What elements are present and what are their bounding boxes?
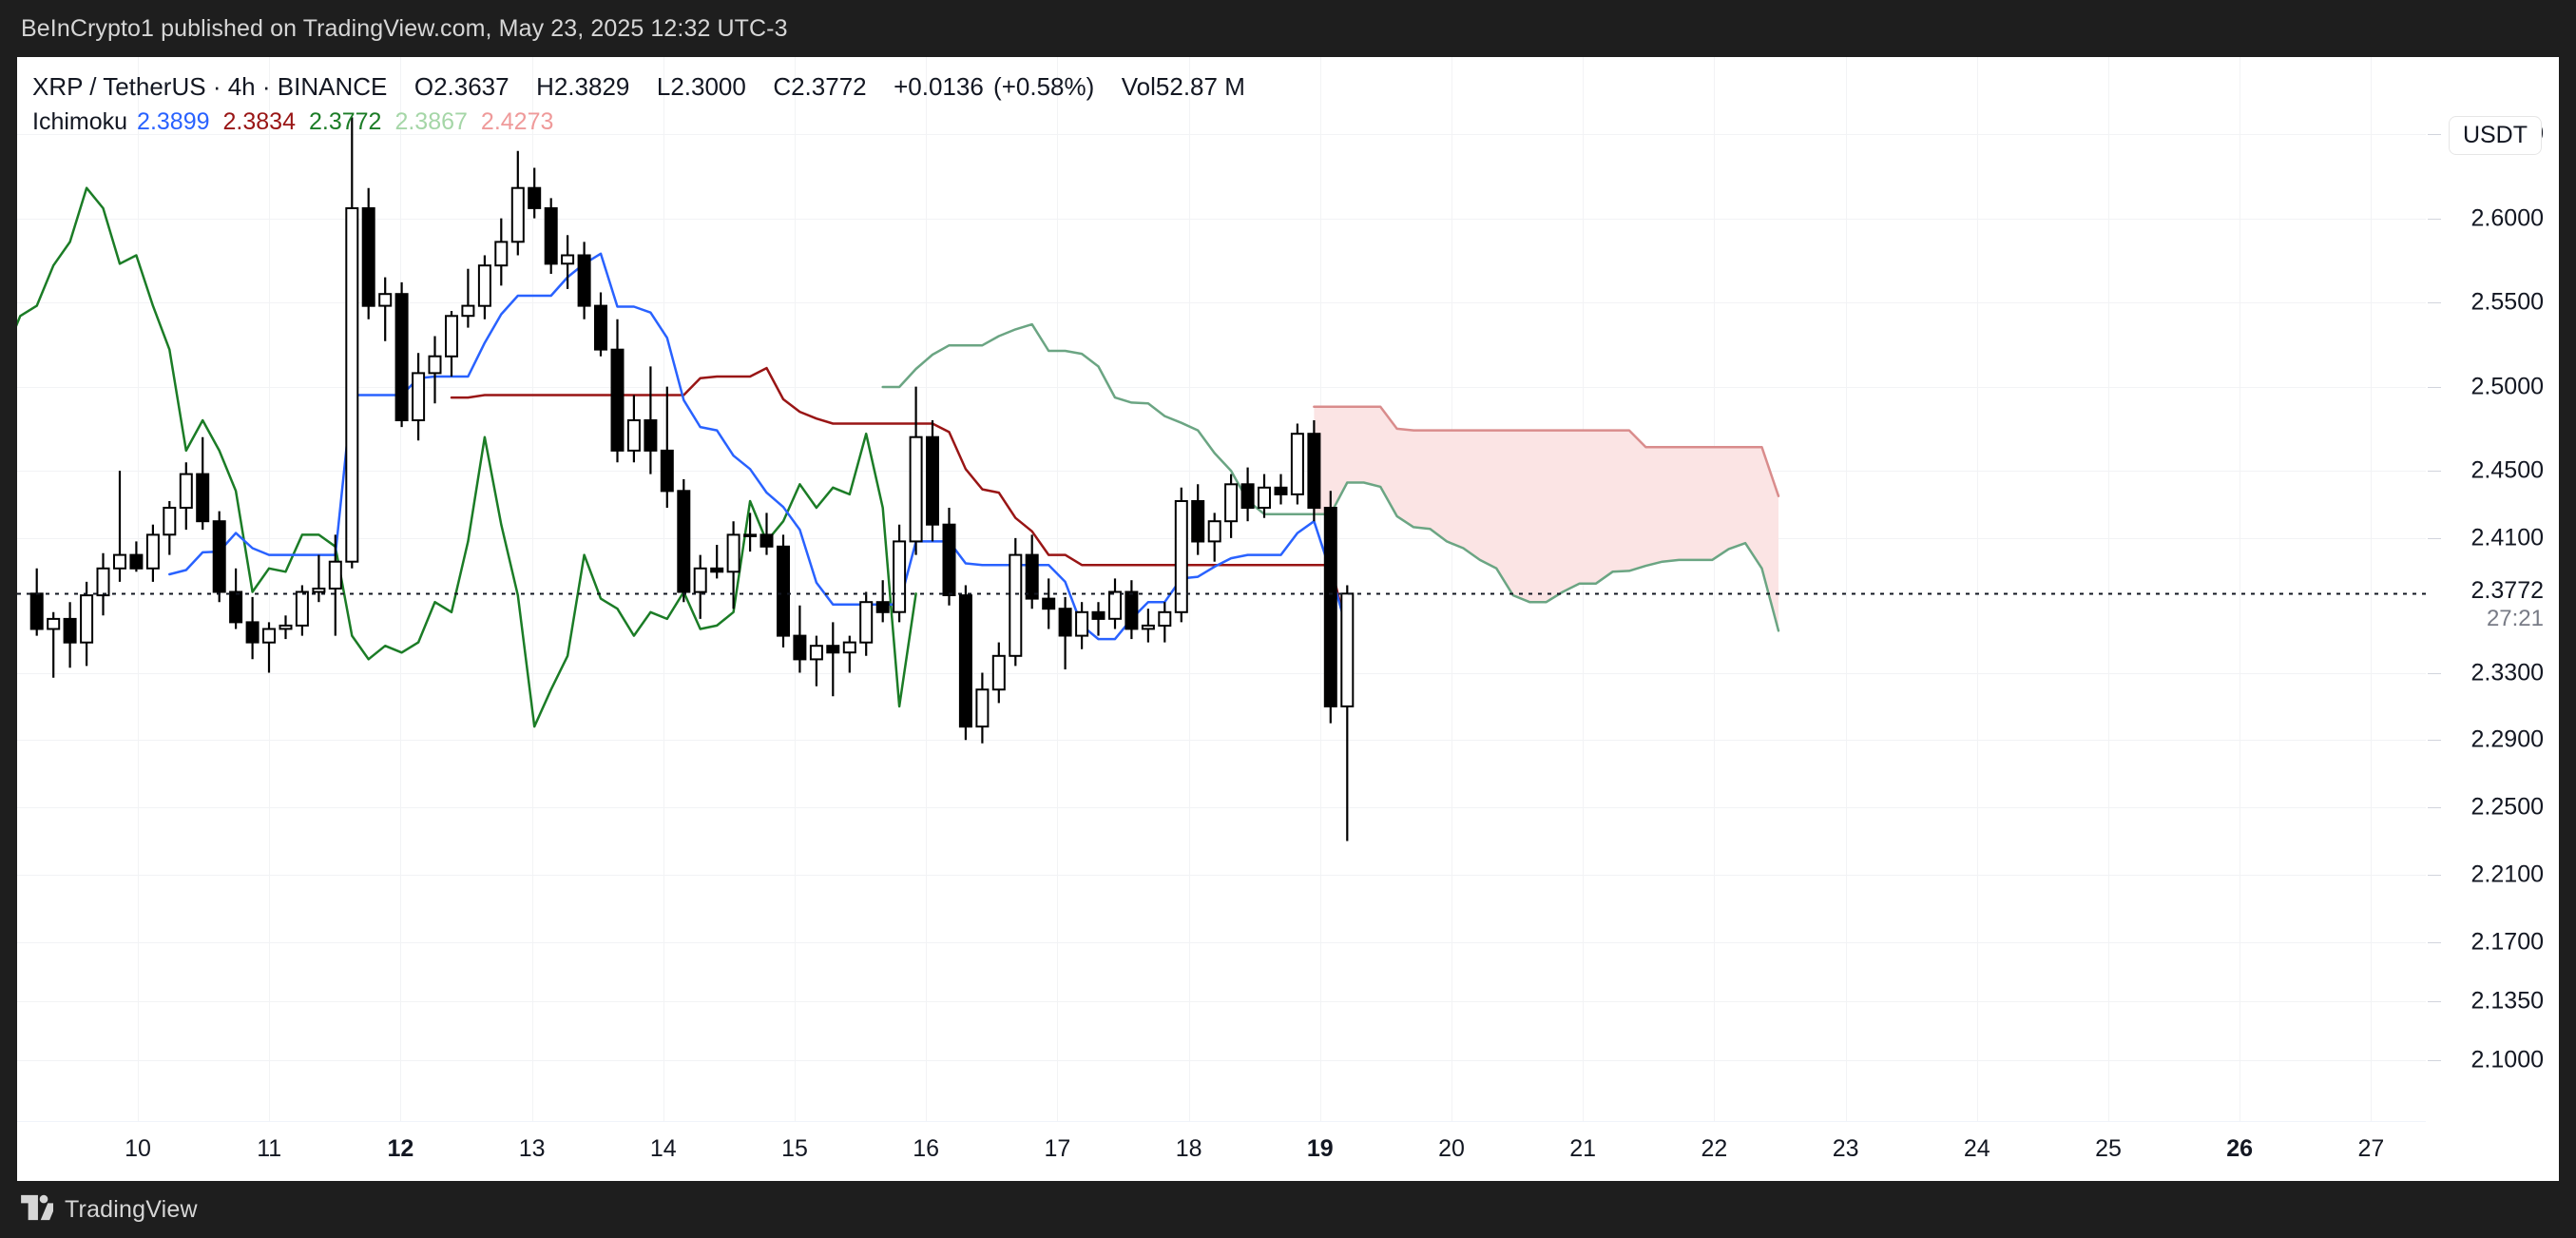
time-axis-label: 11: [257, 1135, 282, 1162]
time-axis-label: 18: [1175, 1135, 1202, 1162]
time-axis-label: 26: [2226, 1135, 2254, 1162]
current-price-label[interactable]: 2.3772: [2470, 576, 2544, 604]
time-axis-label: 16: [913, 1135, 940, 1162]
price-tick-mark: [2428, 471, 2441, 473]
currency-badge[interactable]: USDT: [2448, 116, 2542, 155]
price-axis-label: 2.1000: [2470, 1046, 2544, 1074]
time-axis-label: 25: [2095, 1135, 2122, 1162]
time-axis-label: 19: [1306, 1135, 1334, 1162]
price-tick-mark: [2428, 672, 2441, 674]
time-axis[interactable]: 10 11 12 13 14 15 16 17 18 19 20 21 22 23 24 25 26 27: [17, 1121, 2426, 1181]
price-tick-mark: [2428, 218, 2441, 220]
branding-bar: TradingView: [0, 1181, 2576, 1238]
price-tick-mark: [2428, 1000, 2441, 1002]
chart-plot-area[interactable]: XRP / TetherUS · 4h · BINANCE O2.3637 H2…: [17, 57, 2426, 1181]
time-axis-label: 21: [1569, 1135, 1597, 1162]
time-axis-label: 15: [781, 1135, 808, 1162]
time-axis-label: 14: [649, 1135, 677, 1162]
time-axis-label: 20: [1438, 1135, 1465, 1162]
price-tick-mark: [2428, 807, 2441, 809]
price-tick-mark: [2428, 302, 2441, 304]
price-tick-mark: [2428, 537, 2441, 539]
price-axis-label: 2.4500: [2470, 456, 2544, 484]
price-axis-label: 2.2500: [2470, 793, 2544, 821]
price-tick-mark: [2428, 874, 2441, 876]
price-axis[interactable]: USDT 2.65002.60002.55002.50002.45002.410…: [2426, 57, 2559, 1181]
time-axis-label: 17: [1044, 1135, 1071, 1162]
bar-countdown-label: 27:21: [2486, 605, 2544, 631]
price-axis-label: 2.1700: [2470, 928, 2544, 956]
time-axis-label: 13: [518, 1135, 546, 1162]
price-axis-label: 2.2100: [2470, 861, 2544, 888]
price-tick-mark: [2428, 386, 2441, 388]
time-axis-label: 23: [1832, 1135, 1859, 1162]
price-axis-label: 2.3300: [2470, 659, 2544, 686]
attribution-text: BeInCrypto1 published on TradingView.com…: [21, 14, 788, 42]
tradingview-wordmark: TradingView: [65, 1195, 198, 1223]
tradingview-logo-icon: [21, 1193, 57, 1227]
time-axis-label: 24: [1963, 1135, 1990, 1162]
price-axis-label: 2.1350: [2470, 987, 2544, 1015]
candlestick-plot: [17, 57, 2426, 1122]
price-axis-label: 2.6000: [2470, 204, 2544, 232]
price-tick-mark: [2428, 740, 2441, 742]
time-axis-label: 22: [1701, 1135, 1728, 1162]
time-axis-label: 10: [125, 1135, 151, 1162]
chart-frame: XRP / TetherUS · 4h · BINANCE O2.3637 H2…: [17, 57, 2559, 1181]
price-axis-label: 2.2900: [2470, 725, 2544, 753]
price-tick-mark: [2428, 941, 2441, 943]
price-axis-label: 2.5500: [2470, 288, 2544, 316]
time-axis-label: 27: [2357, 1135, 2385, 1162]
price-axis-label: 2.4100: [2470, 524, 2544, 551]
time-axis-label: 12: [387, 1135, 414, 1162]
price-tick-mark: [2428, 1059, 2441, 1061]
attribution-bar: BeInCrypto1 published on TradingView.com…: [0, 0, 2576, 57]
price-tick-mark: [2428, 134, 2441, 136]
price-axis-label: 2.5000: [2470, 373, 2544, 400]
